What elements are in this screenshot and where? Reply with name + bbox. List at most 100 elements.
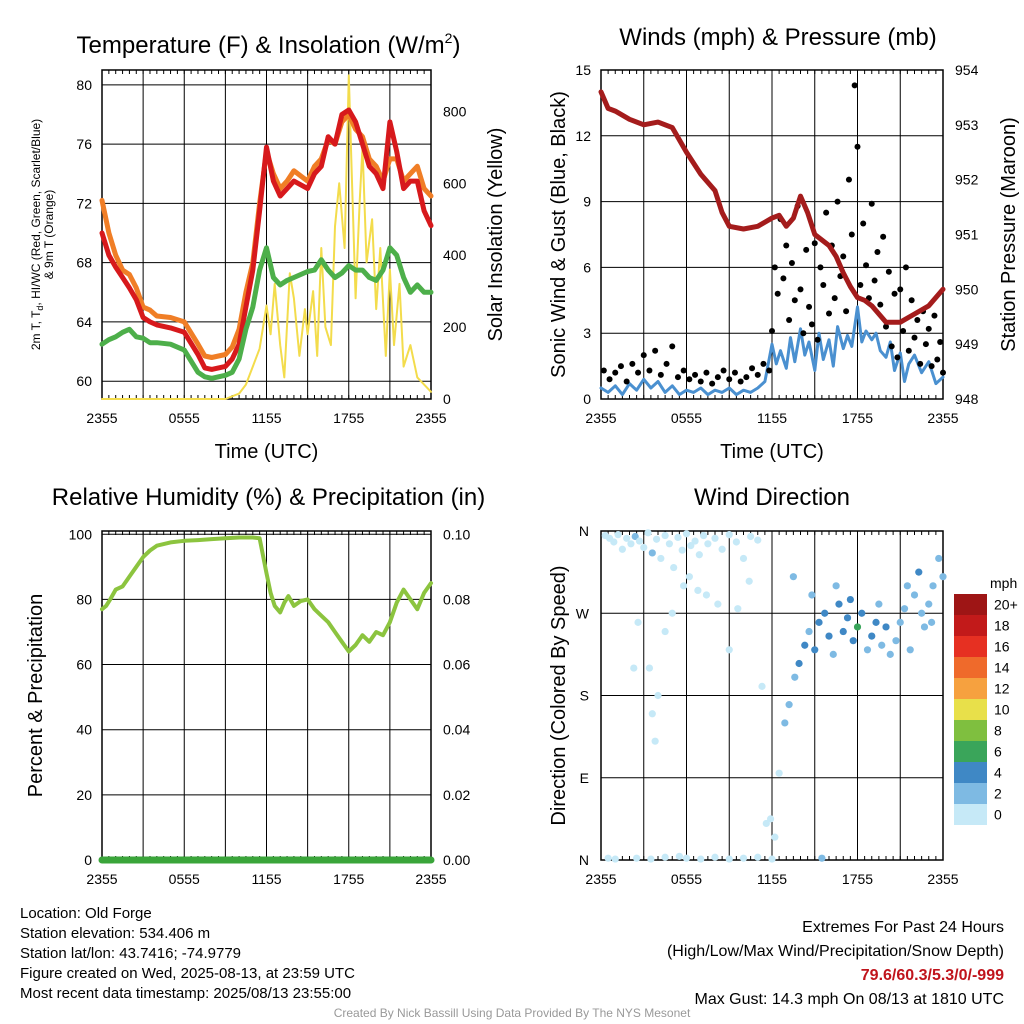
legend-label: 8 bbox=[994, 723, 1002, 739]
credit-line: Created By Nick Bassill Using Data Provi… bbox=[333, 1006, 691, 1020]
legend-label: 4 bbox=[994, 765, 1002, 781]
direction-point bbox=[739, 554, 748, 563]
gust-point bbox=[940, 369, 946, 376]
gust-point bbox=[811, 240, 818, 247]
gust-point bbox=[902, 264, 909, 271]
direction-point bbox=[795, 659, 803, 668]
direction-point bbox=[754, 853, 762, 861]
gust-point bbox=[937, 338, 944, 345]
legend-swatch bbox=[954, 657, 987, 678]
pressure-line bbox=[598, 89, 946, 325]
gust-point bbox=[868, 200, 875, 207]
gust-point bbox=[877, 301, 884, 308]
legend-label: 16 bbox=[994, 639, 1010, 655]
gust-point bbox=[803, 246, 810, 253]
direction-point bbox=[892, 637, 900, 645]
legend-swatch bbox=[954, 762, 987, 783]
direction-point bbox=[853, 623, 862, 631]
direction-point bbox=[846, 595, 854, 604]
gust-point bbox=[854, 143, 861, 150]
y-tick-label: 6 bbox=[583, 259, 591, 275]
direction-point bbox=[903, 582, 911, 590]
gust-point bbox=[652, 347, 659, 354]
y-axis-label-line2: & 9m T (Orange) bbox=[42, 190, 56, 280]
y2-tick-label: 949 bbox=[955, 336, 979, 352]
gust-point bbox=[808, 321, 815, 328]
direction-point bbox=[821, 609, 829, 617]
direction-point bbox=[714, 600, 722, 608]
gust-point bbox=[600, 367, 607, 374]
x-tick-label: 2355 bbox=[585, 410, 616, 426]
direction-point bbox=[645, 664, 654, 672]
direction-point bbox=[725, 646, 733, 654]
gust-point bbox=[754, 371, 761, 378]
y-tick-label: N bbox=[579, 852, 589, 868]
y-tick-label: 80 bbox=[76, 77, 92, 93]
gust-point bbox=[743, 374, 750, 381]
direction-point bbox=[644, 529, 652, 537]
direction-point bbox=[878, 641, 886, 649]
gust-point bbox=[640, 352, 647, 359]
y-tick-label: N bbox=[579, 523, 589, 539]
gust-point bbox=[606, 376, 613, 383]
direction-point bbox=[604, 854, 612, 862]
recent-data-timestamp: Most recent data timestamp: 2025/08/13 2… bbox=[20, 985, 352, 1002]
gust-point bbox=[823, 209, 830, 216]
y2-tick-label: 0.08 bbox=[443, 591, 470, 607]
x-tick-label: 1755 bbox=[842, 410, 873, 426]
y-tick-label: 3 bbox=[583, 325, 591, 341]
humidity-line bbox=[100, 535, 433, 654]
direction-point bbox=[858, 609, 866, 617]
direction-point bbox=[805, 627, 813, 636]
direction-point bbox=[939, 573, 947, 581]
gust-point bbox=[703, 369, 710, 376]
x-tick-label: 2355 bbox=[86, 410, 117, 426]
direction-point bbox=[685, 573, 693, 581]
legend-swatch bbox=[954, 636, 987, 657]
direction-point bbox=[747, 532, 755, 541]
gust-point bbox=[885, 268, 892, 275]
gust-point bbox=[674, 374, 681, 381]
speed-legend: mph 20+ 18 16 14 12 10 8 6 4 2 0 bbox=[954, 575, 1018, 825]
legend-label: 0 bbox=[994, 807, 1002, 823]
gust-point bbox=[826, 310, 832, 317]
direction-point bbox=[849, 637, 857, 645]
direction-point bbox=[900, 605, 909, 613]
direction-point bbox=[647, 855, 655, 863]
legend-swatch bbox=[954, 594, 987, 615]
y-tick-label: 64 bbox=[76, 314, 92, 330]
legend-swatch bbox=[954, 804, 987, 825]
y-tick-label: 100 bbox=[69, 526, 93, 542]
gust-point bbox=[663, 360, 670, 367]
direction-point bbox=[674, 533, 682, 541]
humidity-title: Relative Humidity (%) & Precipitation (i… bbox=[52, 484, 485, 511]
direction-point bbox=[929, 582, 937, 590]
y2-axis-label: Station Pressure (Maroon) bbox=[998, 117, 1020, 352]
y-tick-label: 0 bbox=[583, 391, 591, 407]
gust-point bbox=[791, 297, 798, 304]
gust-point bbox=[840, 253, 847, 260]
gust-point bbox=[814, 336, 821, 343]
direction-point bbox=[654, 691, 662, 700]
x-tick-label: 1155 bbox=[251, 871, 281, 887]
direction-point bbox=[918, 609, 926, 617]
gust-point bbox=[817, 264, 824, 271]
gust-point bbox=[888, 343, 895, 350]
gust-point bbox=[769, 328, 775, 335]
direction-point bbox=[811, 646, 819, 654]
temperature-series-2 bbox=[99, 245, 434, 381]
direction-point bbox=[829, 650, 837, 658]
y-axis-label: Direction (Colored By Speed) bbox=[548, 565, 570, 825]
gust-point bbox=[617, 363, 624, 370]
direction-point bbox=[711, 853, 719, 861]
x-tick-label: 1155 bbox=[757, 410, 787, 426]
direction-point bbox=[815, 618, 823, 626]
direction-point bbox=[758, 682, 766, 690]
sonic-wind-line bbox=[599, 305, 945, 397]
gust-point bbox=[820, 281, 827, 288]
y-tick-label: 60 bbox=[76, 373, 92, 389]
x-tick-label: 2355 bbox=[415, 871, 446, 887]
direction-point bbox=[670, 563, 678, 572]
direction-panel: Wind Direction 2355 0555 1155 1755 2355 N E S W N D… bbox=[548, 484, 959, 887]
